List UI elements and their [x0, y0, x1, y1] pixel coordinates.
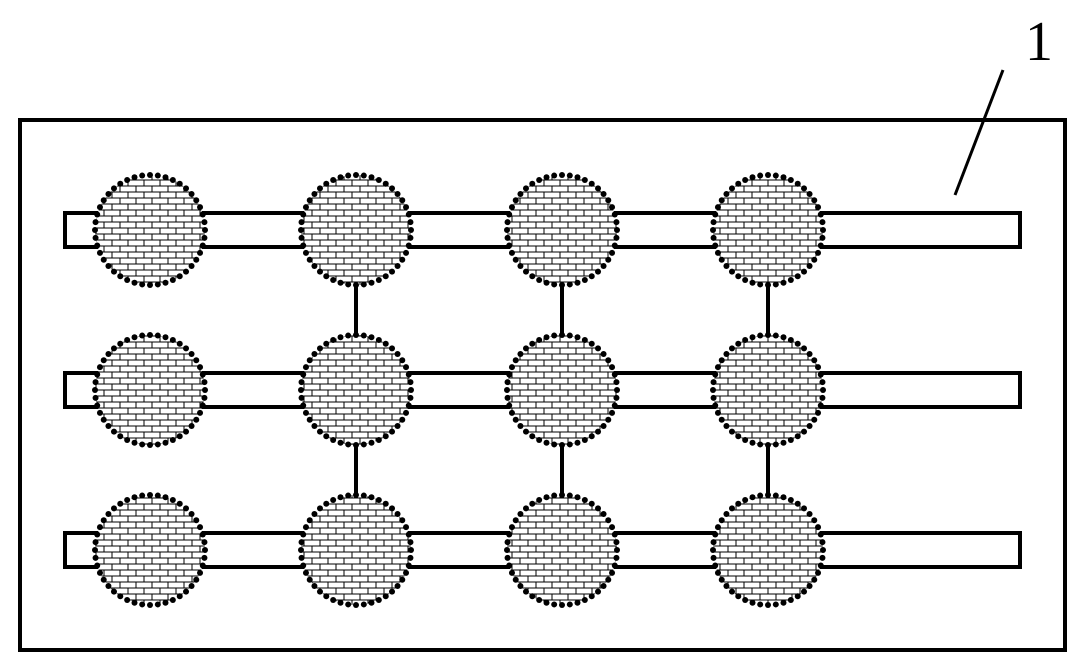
node-circle-r2-c1	[298, 492, 414, 608]
node-circle-r1-c1	[298, 332, 414, 448]
node-circle-r0-c0	[92, 172, 208, 288]
node-circle-r2-c0	[92, 492, 208, 608]
diagram-canvas: 1	[0, 0, 1087, 671]
callout-leader	[955, 70, 1003, 195]
node-circle-r1-c0	[92, 332, 208, 448]
node-circle-r0-c1	[298, 172, 414, 288]
node-circle-r1-c3	[710, 332, 826, 448]
node-circle-r0-c2	[504, 172, 620, 288]
node-circle-r2-c2	[504, 492, 620, 608]
callout-label: 1	[1025, 11, 1053, 73]
node-circle-r0-c3	[710, 172, 826, 288]
node-circle-r2-c3	[710, 492, 826, 608]
node-circle-r1-c2	[504, 332, 620, 448]
